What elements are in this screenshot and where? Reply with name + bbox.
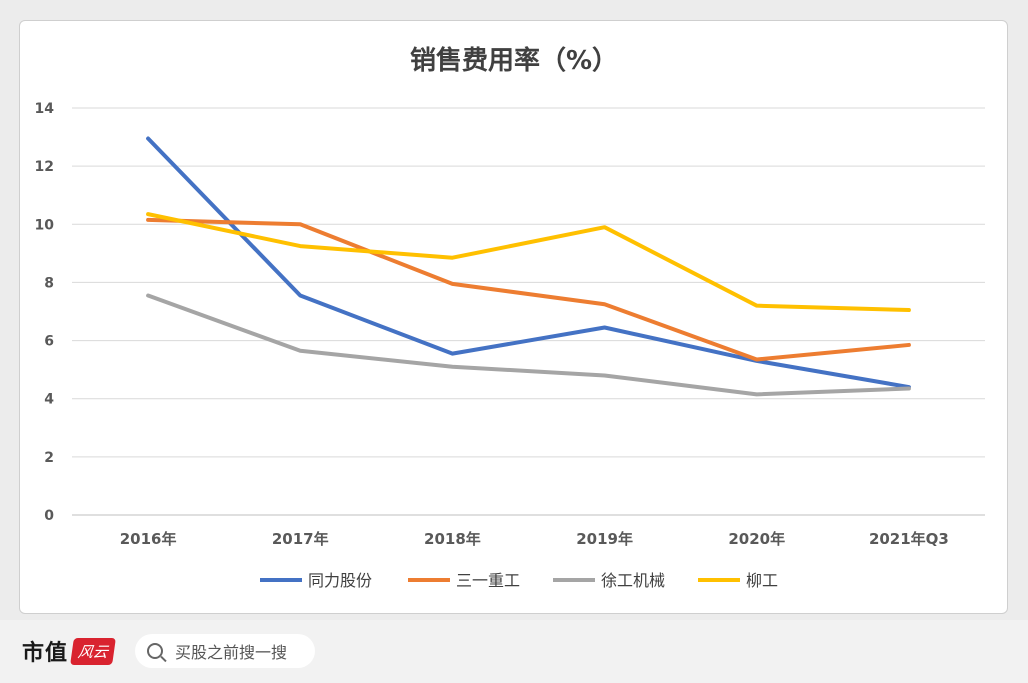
search-placeholder: 买股之前搜一搜 — [175, 643, 288, 662]
y-tick-label: 0 — [44, 508, 54, 524]
series-line-3 — [146, 212, 911, 313]
chart-card: 销售费用率（%） 0 2 4 6 8 10 12 14 2016年 2017年 2018年 2019… — [19, 20, 1008, 614]
x-axis-ticks: 2016年 2017年 2018年 2019年 2020年 2021年Q3 — [120, 530, 949, 548]
search-icon — [147, 643, 163, 659]
y-tick-label: 6 — [44, 334, 54, 350]
legend-label-0: 同力股份 — [308, 571, 372, 590]
search-box[interactable]: 买股之前搜一搜 — [135, 634, 315, 668]
legend-label-3: 柳工 — [746, 571, 778, 590]
brand-name: 市值 — [22, 640, 69, 666]
legend-label-2: 徐工机械 — [601, 571, 665, 590]
brand-seal: 风云 — [70, 637, 116, 665]
y-tick-label: 4 — [44, 392, 54, 408]
series-line-0 — [146, 136, 911, 390]
series-line-1 — [146, 217, 911, 362]
x-tick-label: 2018年 — [424, 530, 481, 548]
series-line-2 — [146, 293, 911, 397]
y-tick-label: 12 — [35, 159, 54, 175]
series-lines — [146, 136, 911, 397]
footer-bar: 市值 风云 买股之前搜一搜 — [0, 620, 1028, 683]
legend: 同力股份 三一重工 徐工机械 柳工 — [260, 571, 778, 590]
x-tick-label: 2019年 — [576, 530, 633, 548]
y-tick-label: 14 — [35, 101, 55, 117]
y-tick-label: 10 — [35, 217, 55, 233]
gridlines — [72, 107, 985, 516]
x-tick-label: 2017年 — [272, 530, 329, 548]
y-tick-label: 8 — [44, 275, 54, 291]
legend-label-1: 三一重工 — [456, 571, 520, 590]
line-chart: 销售费用率（%） 0 2 4 6 8 10 12 14 2016年 2017年 2018年 2019… — [35, 45, 985, 590]
x-tick-label: 2020年 — [728, 530, 785, 548]
chart-title: 销售费用率（%） — [410, 45, 618, 76]
x-tick-label: 2016年 — [120, 530, 177, 548]
y-tick-label: 2 — [44, 450, 54, 466]
x-tick-label: 2021年Q3 — [869, 530, 949, 548]
brand-logo[interactable]: 市值 风云 — [22, 633, 116, 669]
y-axis-ticks: 0 2 4 6 8 10 12 14 — [35, 101, 55, 524]
